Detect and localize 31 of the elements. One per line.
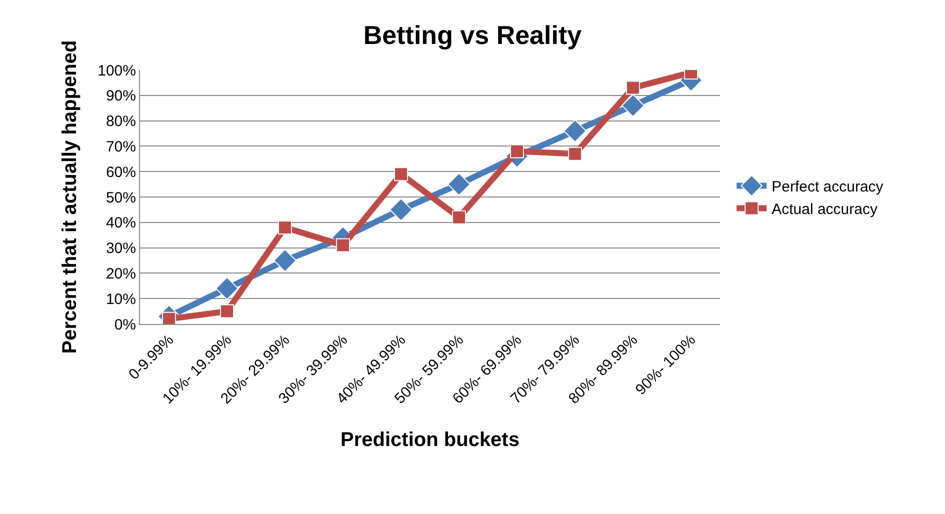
point xyxy=(563,119,587,143)
point xyxy=(273,248,297,272)
point xyxy=(215,276,239,300)
point xyxy=(621,94,645,118)
y-tick-label: 90% xyxy=(106,88,136,105)
point xyxy=(336,238,350,252)
point xyxy=(220,304,234,318)
point xyxy=(626,80,640,95)
point xyxy=(568,146,582,161)
point xyxy=(394,167,408,182)
point xyxy=(389,198,413,222)
point xyxy=(278,220,292,234)
y-tick-label: 40% xyxy=(106,214,136,232)
chart-title: Betting vs Reality xyxy=(363,20,582,50)
y-tick-label: 80% xyxy=(106,113,136,130)
y-tick-label: 70% xyxy=(106,138,136,156)
y-axis-title: Percent that it actually happened xyxy=(59,40,82,354)
y-tick-label: 0% xyxy=(114,316,136,334)
point xyxy=(162,312,176,324)
legend-label: Perfect accuracy xyxy=(772,178,884,196)
y-tick-label: 50% xyxy=(106,189,136,206)
point xyxy=(447,172,471,196)
y-tick-label: 10% xyxy=(106,290,136,308)
x-axis-title: Prediction buckets xyxy=(340,428,520,451)
point xyxy=(452,210,466,224)
y-tick-label: 30% xyxy=(106,240,136,258)
y-tick-label: 60% xyxy=(106,164,136,181)
legend-label: Actual accuracy xyxy=(772,201,878,218)
y-tick-label: 20% xyxy=(106,265,136,282)
y-tick-label: 100% xyxy=(98,62,136,80)
point xyxy=(510,144,524,158)
